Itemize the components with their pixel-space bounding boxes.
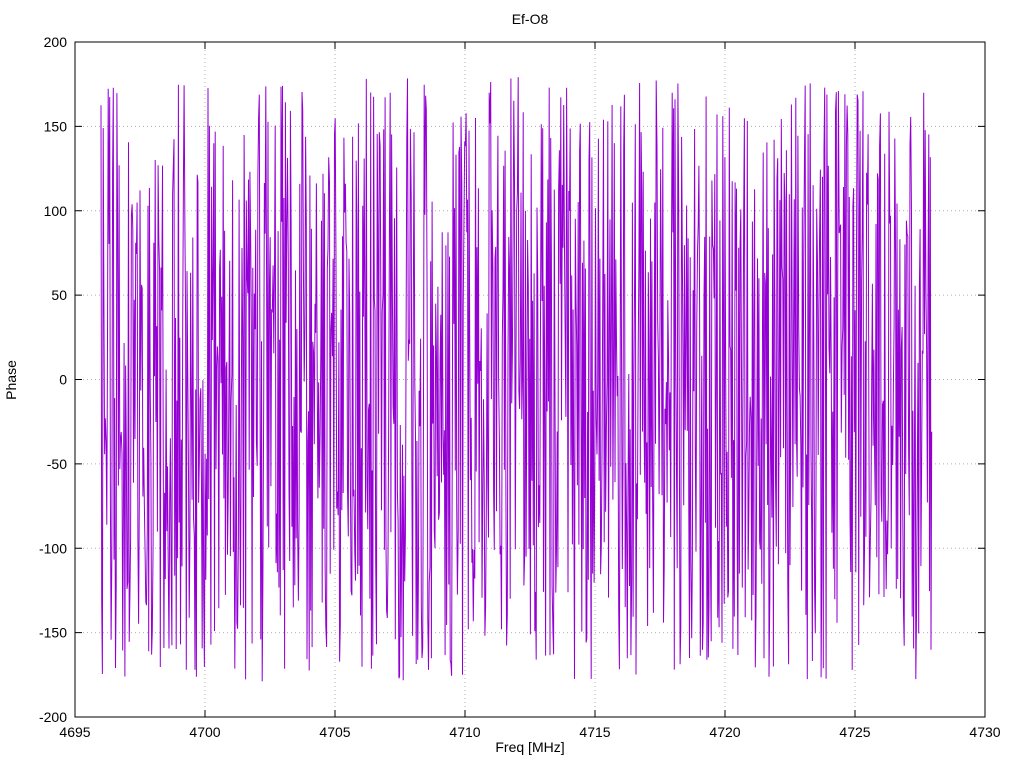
tick-marks (74, 41, 986, 718)
y-tick-label: -100 (39, 540, 67, 556)
x-axis-label: Freq [MHz] (495, 739, 564, 755)
x-tick-label: 4695 (59, 724, 90, 740)
x-tick-labels: 4695 4700 4705 4710 4715 4720 4725 4730 (59, 724, 1000, 740)
x-tick-label: 4730 (969, 724, 1000, 740)
y-tick-label: 150 (44, 118, 68, 134)
y-axis-label: Phase (3, 360, 19, 400)
y-tick-label: 100 (44, 203, 68, 219)
x-tick-label: 4705 (319, 724, 350, 740)
x-tick-label: 4715 (579, 724, 610, 740)
y-tick-label: -150 (39, 625, 67, 641)
x-tick-label: 4710 (449, 724, 480, 740)
chart-title: Ef-O8 (512, 11, 549, 27)
y-tick-label: -50 (47, 456, 67, 472)
phase-trace (100, 77, 933, 682)
y-tick-label: -200 (39, 709, 67, 725)
y-tick-label: 50 (51, 287, 67, 303)
y-tick-labels: -200 -150 -100 -50 0 50 100 150 200 (39, 34, 67, 725)
y-tick-label: 200 (44, 34, 68, 50)
series-line (100, 77, 933, 682)
x-tick-label: 4720 (709, 724, 740, 740)
x-tick-label: 4725 (839, 724, 870, 740)
x-tick-label: 4700 (189, 724, 220, 740)
y-tick-label: 0 (59, 372, 67, 388)
